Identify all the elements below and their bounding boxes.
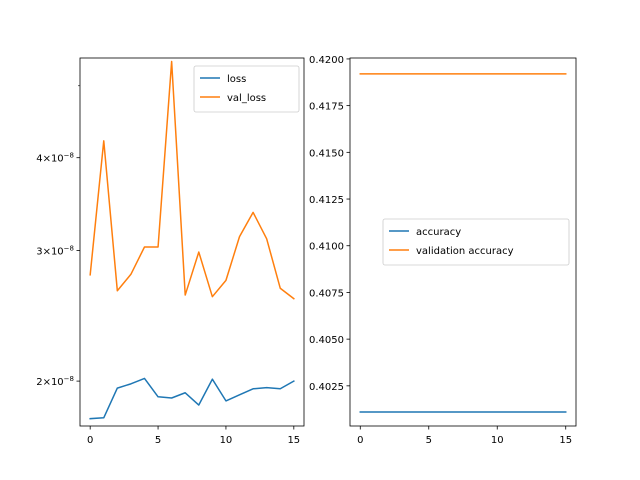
y-tick-label: 2×10−8 (36, 375, 74, 388)
legend-box (382, 218, 570, 266)
y-tick-label: 0.4100 (309, 242, 344, 253)
legend-label: validation accuracy (416, 246, 514, 257)
x-tick-label: 10 (491, 435, 504, 446)
x-tick-label: 15 (287, 435, 300, 446)
legend-box (193, 65, 300, 113)
y-tick-label: 4×10−8 (36, 152, 74, 165)
y-tick-label: 0.4200 (309, 55, 344, 66)
x-tick-label: 0 (357, 435, 363, 446)
legend-label: val_loss (227, 93, 266, 104)
axes-frame (79, 57, 305, 427)
series-line-loss (89, 377, 295, 420)
legend-label: loss (227, 74, 246, 85)
x-tick-label: 5 (155, 435, 161, 446)
x-tick-label: 15 (559, 435, 572, 446)
y-tick-label: 0.4175 (309, 102, 344, 113)
y-tick-label: 0.4150 (309, 148, 344, 159)
x-tick-label: 0 (87, 435, 93, 446)
y-tick-label: 0.4050 (309, 335, 344, 346)
loss-subplot: 0 5 10 15 2×10−8 3×10−8 4×10−8 loss val_loss (36, 57, 305, 446)
accuracy-subplot: 0 5 10 15 0.4025 0.4050 0.4075 0.4100 0.4125 0.41… (309, 55, 577, 446)
axes-frame (349, 57, 577, 427)
x-tick-label: 5 (426, 435, 432, 446)
legend-label: accuracy (416, 227, 461, 238)
y-tick-label: 0.4025 (309, 382, 344, 393)
y-tick-label: 0.4125 (309, 195, 344, 206)
x-tick-label: 10 (220, 435, 233, 446)
y-tick-label: 0.4075 (309, 288, 344, 299)
y-tick-label: 3×10−8 (36, 244, 74, 257)
series-line-val_loss (89, 60, 295, 300)
